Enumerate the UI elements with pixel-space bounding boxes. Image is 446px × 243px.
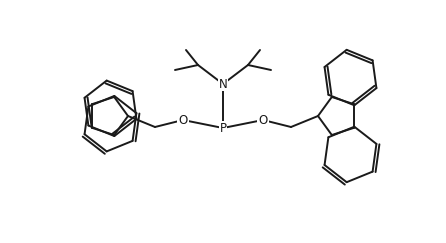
Text: O: O xyxy=(178,113,188,127)
Text: N: N xyxy=(219,78,227,90)
Text: O: O xyxy=(258,113,268,127)
Text: P: P xyxy=(219,122,227,134)
